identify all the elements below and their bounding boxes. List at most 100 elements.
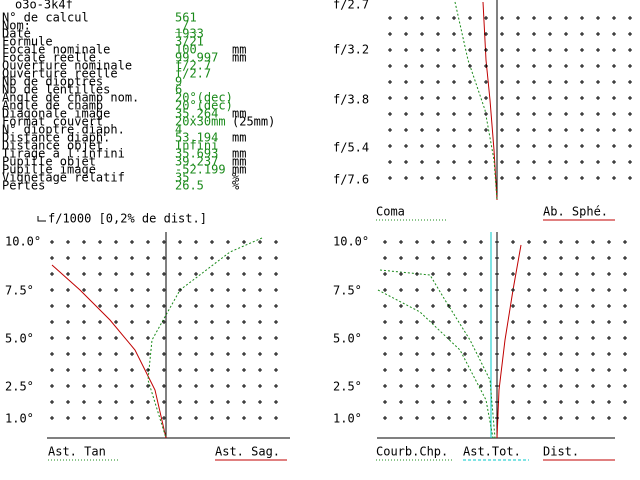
grid-plus	[468, 64, 472, 68]
grid-plus	[575, 256, 579, 260]
grid-plus	[447, 400, 451, 404]
grid-plus	[82, 272, 86, 276]
grid-plus	[194, 240, 198, 244]
grid-plus	[114, 272, 118, 276]
grid-plus	[146, 304, 150, 308]
grid-plus	[628, 64, 632, 68]
grid-plus	[447, 368, 451, 372]
grid-plus	[479, 368, 483, 372]
info-label: Vignetage relatif	[2, 171, 125, 185]
grid-plus	[548, 128, 552, 132]
grid-plus	[452, 128, 456, 132]
grid-plus	[415, 304, 419, 308]
info-value: 53.194	[175, 131, 218, 145]
grid-plus	[548, 112, 552, 116]
grid-plus	[511, 256, 515, 260]
y-label: 7.5°	[333, 284, 362, 298]
grid-plus	[146, 384, 150, 388]
grid-plus	[194, 336, 198, 340]
grid-plus	[527, 288, 531, 292]
grid-plus	[500, 144, 504, 148]
grid-plus	[484, 32, 488, 36]
grid-plus	[226, 240, 230, 244]
grid-plus	[500, 176, 504, 180]
grid-plus	[511, 272, 515, 276]
info-label: Formule	[2, 35, 53, 49]
grid-plus	[559, 256, 563, 260]
grid-plus	[210, 416, 214, 420]
grid-plus	[178, 288, 182, 292]
grid-plus	[210, 272, 214, 276]
grid-plus	[404, 160, 408, 164]
grid-plus	[415, 384, 419, 388]
grid-plus	[548, 160, 552, 164]
grid-plus	[543, 256, 547, 260]
grid-plus	[194, 304, 198, 308]
grid-plus	[130, 400, 134, 404]
grid-plus	[50, 352, 54, 356]
grid-plus	[274, 368, 278, 372]
legend-label: Dist.	[543, 445, 579, 459]
grid-plus	[591, 288, 595, 292]
y-label: f/2.7	[333, 0, 369, 12]
info-value: 20°(dec)	[175, 99, 233, 113]
grid-plus	[420, 176, 424, 180]
grid-plus	[258, 352, 262, 356]
grid-plus	[468, 96, 472, 100]
grid-plus	[559, 272, 563, 276]
grid-plus	[591, 320, 595, 324]
grid-plus	[404, 112, 408, 116]
grid-plus	[511, 304, 515, 308]
grid-plus	[543, 384, 547, 388]
grid-plus	[500, 16, 504, 20]
grid-plus	[447, 240, 451, 244]
grid-plus	[431, 320, 435, 324]
grid-plus	[415, 256, 419, 260]
info-value: 3/21	[175, 35, 204, 49]
info-label: Focale réelle	[2, 51, 96, 65]
grid-plus	[130, 336, 134, 340]
grid-plus	[98, 304, 102, 308]
info-label: Pupille objet	[2, 155, 96, 169]
grid-plus	[420, 80, 424, 84]
legend-label: Ab. Sphé.	[543, 205, 608, 219]
grid-plus	[146, 288, 150, 292]
grid-plus	[66, 368, 70, 372]
grid-plus	[575, 400, 579, 404]
grid-plus	[436, 32, 440, 36]
grid-plus	[623, 320, 627, 324]
grid-plus	[82, 384, 86, 388]
grid-plus	[399, 384, 403, 388]
grid-plus	[162, 240, 166, 244]
grid-plus	[194, 416, 198, 420]
grid-plus	[495, 240, 499, 244]
grid-plus	[596, 64, 600, 68]
grid-plus	[242, 256, 246, 260]
grid-plus	[82, 288, 86, 292]
grid-plus	[580, 160, 584, 164]
info-value: 6	[175, 83, 182, 97]
grid-plus	[436, 96, 440, 100]
grid-plus	[612, 144, 616, 148]
grid-plus	[452, 176, 456, 180]
grid-plus	[495, 336, 499, 340]
grid-plus	[580, 16, 584, 20]
grid-plus	[628, 144, 632, 148]
grid-plus	[274, 400, 278, 404]
grid-plus	[258, 368, 262, 372]
grid-plus	[274, 288, 278, 292]
grid-plus	[388, 48, 392, 52]
grid-plus	[447, 320, 451, 324]
grid-plus	[500, 48, 504, 52]
grid-plus	[479, 416, 483, 420]
grid-plus	[146, 416, 150, 420]
info-value: -52.199	[175, 163, 226, 177]
grid-plus	[564, 128, 568, 132]
grid-plus	[628, 96, 632, 100]
grid-plus	[463, 384, 467, 388]
grid-plus	[543, 320, 547, 324]
grid-plus	[495, 416, 499, 420]
grid-plus	[447, 384, 451, 388]
grid-plus	[484, 96, 488, 100]
grid-plus	[607, 240, 611, 244]
